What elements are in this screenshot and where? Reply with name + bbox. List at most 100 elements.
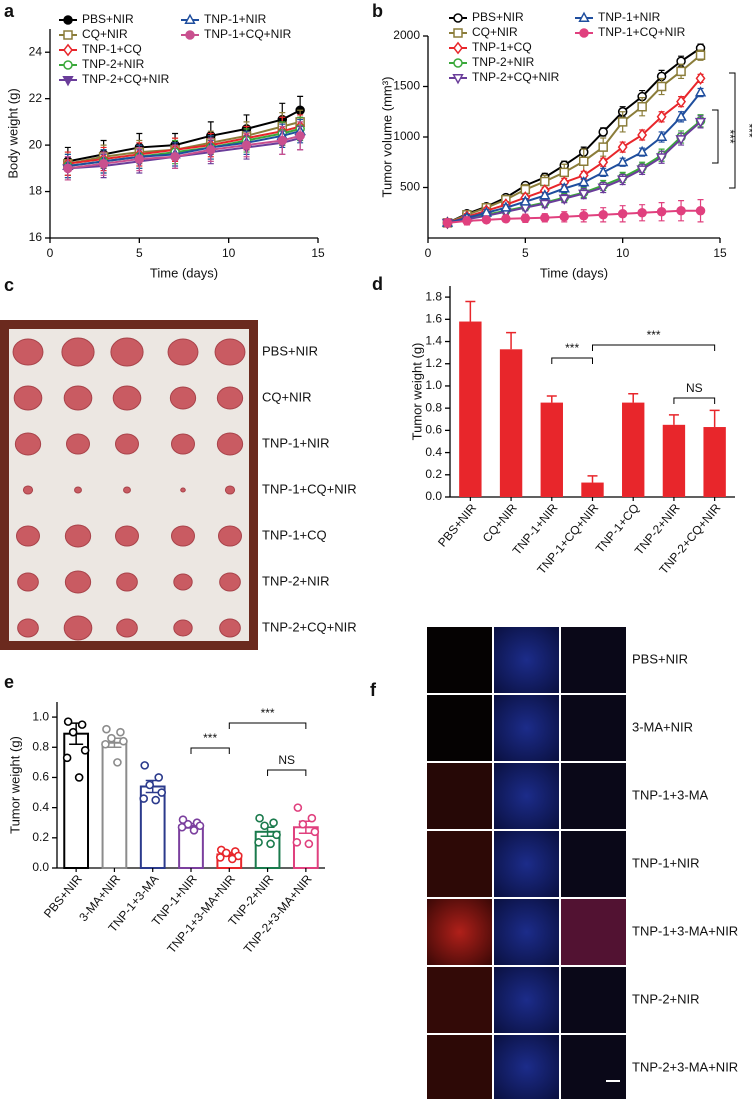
legend-marker xyxy=(63,60,73,70)
data-point xyxy=(154,773,164,782)
tumor xyxy=(216,386,244,410)
data-point xyxy=(481,215,492,225)
significance-bracket xyxy=(190,747,230,754)
data-point xyxy=(80,745,90,755)
bar xyxy=(459,321,482,497)
tumor xyxy=(171,433,195,455)
tumor xyxy=(224,485,236,495)
tumor xyxy=(22,485,34,495)
data-point xyxy=(307,813,317,823)
y-tick-label: 2000 xyxy=(393,28,420,42)
significance-bracket xyxy=(592,344,716,351)
row-label: TNP-2+NIR xyxy=(262,573,330,588)
y-tick-label: 1.2 xyxy=(425,356,442,370)
tumor xyxy=(63,615,93,641)
data-point xyxy=(206,145,216,155)
data-point xyxy=(636,165,648,176)
legend-marker xyxy=(184,13,196,24)
tumor xyxy=(12,338,44,366)
significance-bracket xyxy=(228,722,307,729)
data-point xyxy=(170,151,180,162)
panel-letter: d xyxy=(372,274,383,294)
row-label: TNP-1+NIR xyxy=(632,855,700,870)
data-point xyxy=(442,218,453,228)
legend-marker xyxy=(579,28,589,38)
legend-marker xyxy=(453,41,463,55)
data-point xyxy=(558,194,570,205)
merge-image xyxy=(561,695,626,761)
tunel-image xyxy=(427,627,492,693)
merge-signal xyxy=(561,899,626,965)
tunel-signal xyxy=(427,763,492,829)
data-point xyxy=(113,758,122,767)
photo-board xyxy=(9,329,249,641)
tumor xyxy=(173,619,193,637)
legend-label: TNP-1+CQ xyxy=(472,40,532,54)
y-tick-label: 1500 xyxy=(393,79,420,93)
tumor xyxy=(64,524,92,548)
data-point xyxy=(637,208,647,218)
data-point xyxy=(272,830,281,840)
y-tick-label: 0.8 xyxy=(425,400,442,414)
tumor xyxy=(14,432,42,456)
row-label: CQ+NIR xyxy=(262,389,311,404)
data-point xyxy=(215,853,225,862)
x-tick-label: 15 xyxy=(311,246,325,260)
x-tick-label: 10 xyxy=(222,246,236,260)
significance-label: *** xyxy=(261,706,275,720)
data-point xyxy=(656,206,667,217)
data-point xyxy=(134,154,145,164)
y-tick-label: 0.4 xyxy=(32,800,49,814)
series-line xyxy=(67,125,301,165)
tumor xyxy=(171,525,195,547)
merge-image xyxy=(561,627,626,693)
tunel-image xyxy=(427,695,492,761)
data-point xyxy=(298,819,308,829)
data-point xyxy=(520,213,531,224)
legend-label: TNP-2+CQ+NIR xyxy=(472,70,560,84)
data-point xyxy=(116,727,125,737)
tumor xyxy=(16,525,40,547)
merge-image xyxy=(561,1035,626,1099)
data-point xyxy=(578,156,589,166)
data-point xyxy=(107,733,116,743)
y-tick-label: 16 xyxy=(29,230,43,244)
legend-marker xyxy=(453,28,463,38)
data-point xyxy=(617,209,628,219)
data-point xyxy=(598,127,608,137)
legend-label: TNP-2+NIR xyxy=(82,57,145,71)
panel-letter: c xyxy=(4,275,14,295)
data-point xyxy=(616,175,629,186)
x-axis-label: Time (days) xyxy=(150,265,218,280)
row-label: 3-MA+NIR xyxy=(632,719,693,734)
y-tick-label: 1000 xyxy=(393,129,420,143)
data-point xyxy=(157,788,167,797)
data-point xyxy=(558,182,570,193)
tunel-image xyxy=(427,967,492,1033)
tumor xyxy=(219,572,241,592)
row-label: TNP-1+CQ+NIR xyxy=(262,481,357,496)
data-point xyxy=(520,184,531,195)
dapi-image xyxy=(494,899,559,965)
x-tick-label: 5 xyxy=(522,246,529,260)
data-point xyxy=(63,163,73,174)
y-tick-label: 1.0 xyxy=(425,378,442,392)
data-point xyxy=(676,205,686,216)
legend-marker xyxy=(63,43,73,57)
bar xyxy=(540,402,563,497)
data-point xyxy=(292,838,302,847)
data-point xyxy=(656,81,667,92)
y-tick-label: 0.2 xyxy=(32,830,49,844)
tumor xyxy=(66,433,90,455)
legend-label: TNP-2+NIR xyxy=(472,55,535,69)
merge-image xyxy=(561,763,626,829)
dapi-image xyxy=(494,831,559,897)
significance-label: NS xyxy=(278,753,295,767)
bar xyxy=(662,424,686,497)
significance-label: *** xyxy=(203,731,217,745)
significance-bracket xyxy=(729,72,736,189)
y-tick-label: 24 xyxy=(29,44,43,58)
row-label: TNP-1+3-MA xyxy=(632,787,709,802)
data-point xyxy=(462,216,472,226)
data-point xyxy=(221,848,231,858)
